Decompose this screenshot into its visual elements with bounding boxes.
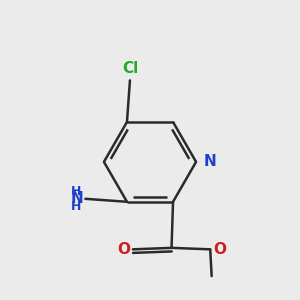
Text: H: H: [71, 185, 81, 198]
Text: N: N: [71, 191, 84, 206]
Text: N: N: [203, 154, 216, 169]
Text: O: O: [117, 242, 130, 257]
Text: Cl: Cl: [122, 61, 138, 76]
Text: H: H: [71, 200, 81, 213]
Text: O: O: [213, 242, 226, 257]
